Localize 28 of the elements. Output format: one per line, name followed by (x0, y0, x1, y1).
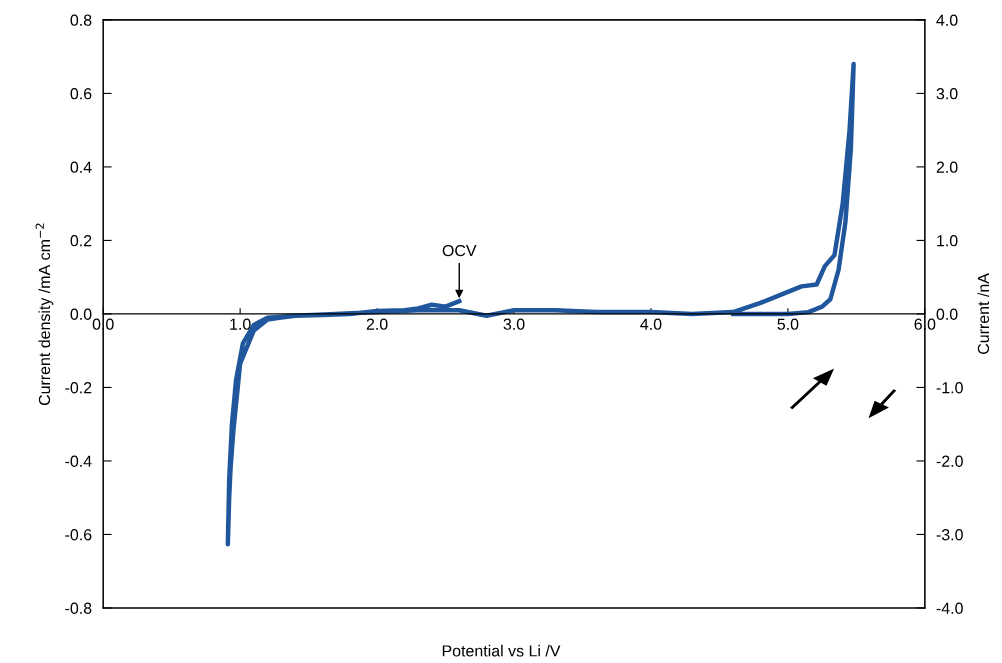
x-tick-label: 1.0 (230, 318, 251, 330)
x-tick-label: 4.0 (640, 318, 662, 330)
y-tick-label: 0.0 (70, 308, 92, 320)
y-tick-label: 0.4 (70, 161, 92, 173)
y-tick-label: -0.2 (65, 382, 92, 394)
y2-axis-title: Current /nA (977, 273, 990, 354)
y2-tick-label: 3.0 (936, 88, 958, 100)
y2-tick-label: -3.0 (936, 529, 963, 541)
line-series (225, 61, 856, 547)
y-tick-label: 0.2 (70, 235, 92, 247)
x-tick-label: 5.0 (777, 318, 799, 330)
y-axis-title: Current density /mA cm$^{−2}$ (35, 223, 54, 406)
y-tick-label: 0.8 (70, 14, 92, 26)
x-tick-label: 3.0 (503, 318, 525, 330)
y2-tick-label: 2.0 (936, 161, 958, 173)
y-tick-label: -0.4 (65, 455, 92, 467)
y2-tick-label: -1.0 (936, 382, 963, 394)
x-tick-label: 2.0 (366, 318, 388, 330)
y-tick-label: 0.6 (70, 88, 92, 100)
y2-tick-label: 4.0 (936, 14, 958, 26)
y2-tick-label: 0.0 (936, 308, 958, 320)
y-tick-label: -0.8 (65, 602, 92, 614)
y2-tick-label: -2.0 (936, 455, 963, 467)
y-tick-label: -0.6 (65, 529, 92, 541)
y2-tick-label: -4.0 (936, 602, 963, 614)
x-axis-title: Potential vs Li /V (442, 644, 561, 657)
annotation: OCV (442, 244, 477, 257)
y2-tick-label: 1.0 (937, 235, 958, 247)
